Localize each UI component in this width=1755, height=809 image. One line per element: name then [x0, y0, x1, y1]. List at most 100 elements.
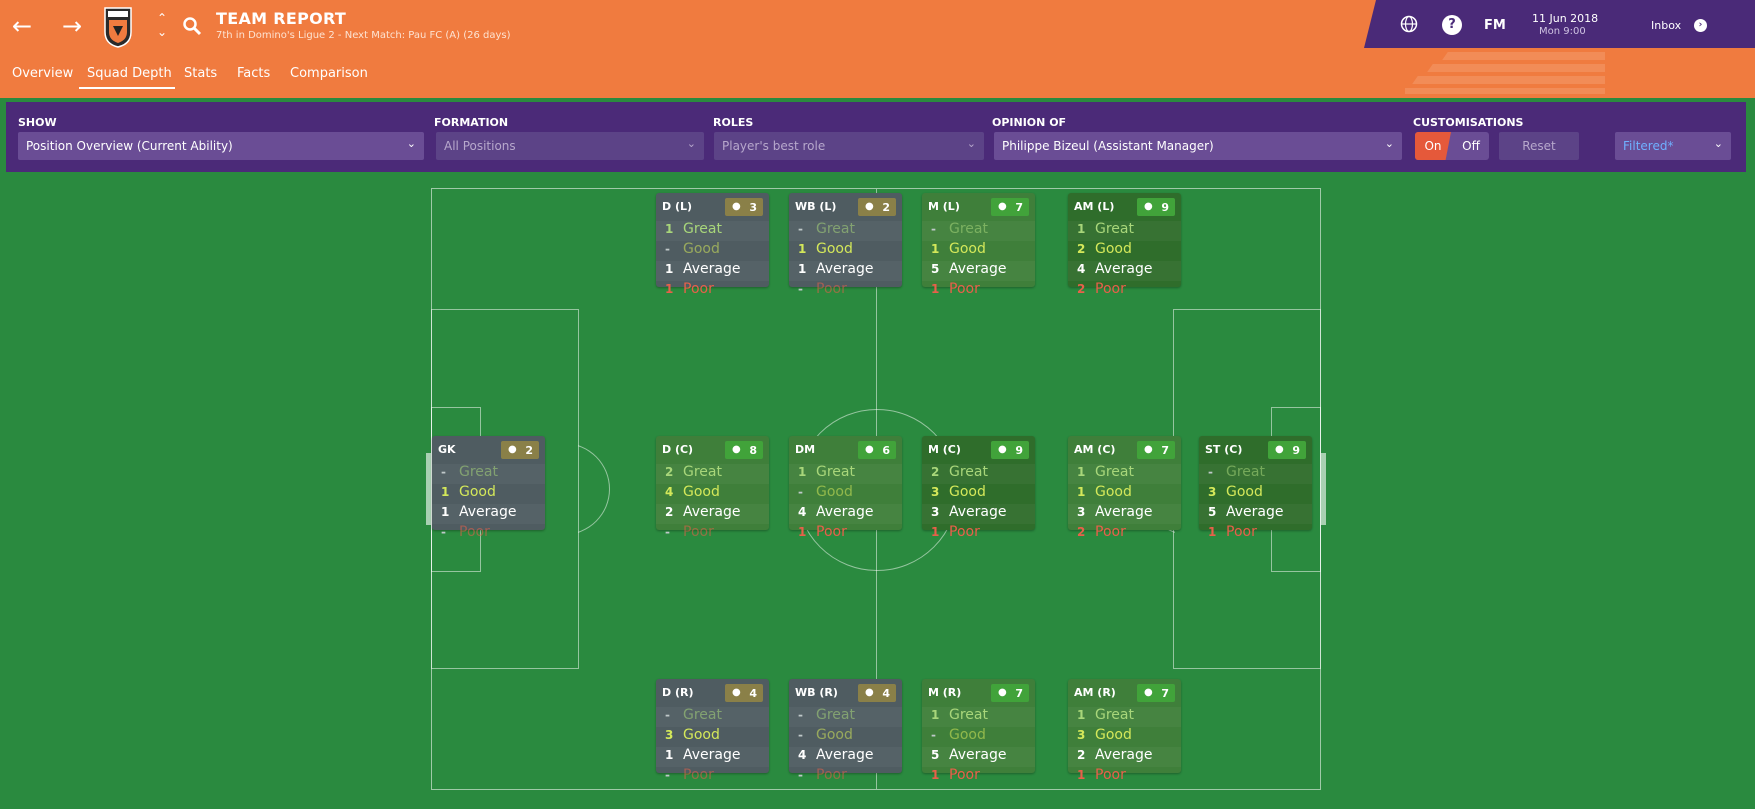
rating-row-good[interactable]: - Good — [656, 241, 769, 261]
rating-row-poor[interactable]: 1 Poor — [922, 767, 1035, 787]
rating-row-great[interactable]: - Great — [1199, 464, 1312, 484]
tab-overview[interactable]: Overview — [12, 66, 74, 81]
position-card-ml[interactable]: M (L) ● 7- Great 1 Good 5 Average 1 Poor — [922, 193, 1035, 297]
player-count-badge[interactable]: ● 7 — [1137, 684, 1175, 702]
globe-icon[interactable] — [1400, 15, 1418, 33]
rating-row-average[interactable]: 5 Average — [922, 261, 1035, 281]
opinion-dropdown[interactable]: Philippe Bizeul (Assistant Manager) ⌄ — [994, 132, 1402, 160]
rating-row-average[interactable]: 1 Average — [656, 747, 769, 767]
rating-row-poor[interactable]: - Poor — [656, 767, 769, 787]
rating-row-good[interactable]: 3 Good — [1199, 484, 1312, 504]
rating-row-average[interactable]: 4 Average — [789, 504, 902, 524]
rating-row-good[interactable]: 4 Good — [656, 484, 769, 504]
tab-squad-depth[interactable]: Squad Depth — [79, 66, 175, 89]
rating-row-poor[interactable]: 2 Poor — [1068, 281, 1181, 301]
filtered-dropdown[interactable]: Filtered* ⌄ — [1615, 132, 1731, 160]
rating-row-good[interactable]: 3 Good — [656, 727, 769, 747]
position-card-dr[interactable]: D (R) ● 4- Great 3 Good 1 Average - Poor — [656, 679, 769, 783]
rating-row-poor[interactable]: 1 Poor — [922, 524, 1035, 544]
rating-row-great[interactable]: 1 Great — [789, 464, 902, 484]
rating-row-good[interactable]: 3 Good — [1068, 727, 1181, 747]
continue-arrow-icon[interactable]: › — [1694, 19, 1707, 32]
rating-row-great[interactable]: 1 Great — [1068, 221, 1181, 241]
rating-row-good[interactable]: 1 Good — [1068, 484, 1181, 504]
formation-dropdown[interactable]: All Positions ⌄ — [436, 132, 704, 160]
position-card-dc[interactable]: D (C) ● 8 2 Great 4 Good 2 Average - Poor — [656, 436, 769, 540]
rating-row-great[interactable]: 1 Great — [656, 221, 769, 241]
rating-row-average[interactable]: 5 Average — [922, 747, 1035, 767]
rating-row-poor[interactable]: - Poor — [656, 524, 769, 544]
rating-row-good[interactable]: - Good — [922, 727, 1035, 747]
inbox-link[interactable]: Inbox — [1651, 19, 1682, 32]
player-count-badge[interactable]: ● 7 — [991, 684, 1029, 702]
customisations-toggle[interactable]: On Off — [1415, 132, 1489, 160]
fm-logo[interactable]: FM — [1484, 18, 1506, 33]
rating-row-great[interactable]: - Great — [656, 707, 769, 727]
back-arrow-icon[interactable]: ← — [12, 12, 33, 40]
rating-row-great[interactable]: - Great — [789, 221, 902, 241]
position-card-mr[interactable]: M (R) ● 7 1 Great - Good 5 Average 1 Poor — [922, 679, 1035, 783]
player-count-badge[interactable]: ● 8 — [725, 441, 763, 459]
rating-row-average[interactable]: 3 Average — [922, 504, 1035, 524]
rating-row-poor[interactable]: 1 Poor — [656, 281, 769, 301]
rating-row-average[interactable]: 1 Average — [789, 261, 902, 281]
rating-row-good[interactable]: 1 Good — [432, 484, 545, 504]
position-card-wbr[interactable]: WB (R) ● 4- Great - Good 4 Average - Poor — [789, 679, 902, 783]
rating-row-average[interactable]: 4 Average — [789, 747, 902, 767]
rating-row-poor[interactable]: - Poor — [789, 281, 902, 301]
position-card-mc[interactable]: M (C) ● 9 2 Great 3 Good 3 Average 1 Poor — [922, 436, 1035, 540]
player-count-badge[interactable]: ● 9 — [1137, 198, 1175, 216]
rating-row-great[interactable]: - Great — [789, 707, 902, 727]
position-card-dl[interactable]: D (L) ● 3 1 Great - Good 1 Average 1 Poor — [656, 193, 769, 297]
rating-row-poor[interactable]: 1 Poor — [789, 524, 902, 544]
position-card-amr[interactable]: AM (R) ● 7 1 Great 3 Good 2 Average 1 Poor — [1068, 679, 1181, 783]
tab-stats[interactable]: Stats — [184, 66, 218, 81]
rating-row-poor[interactable]: 2 Poor — [1068, 524, 1181, 544]
rating-row-poor[interactable]: - Poor — [789, 767, 902, 787]
player-count-badge[interactable]: ● 2 — [501, 441, 539, 459]
rating-row-great[interactable]: 2 Great — [656, 464, 769, 484]
rating-row-average[interactable]: 5 Average — [1199, 504, 1312, 524]
player-count-badge[interactable]: ● 7 — [991, 198, 1029, 216]
forward-arrow-icon[interactable]: → — [62, 12, 83, 40]
rating-row-great[interactable]: 2 Great — [922, 464, 1035, 484]
position-card-gk[interactable]: GK ● 2- Great 1 Good 1 Average - Poor — [432, 436, 545, 540]
position-card-amc[interactable]: AM (C) ● 7 1 Great 1 Good 3 Average 2 Poor — [1068, 436, 1181, 540]
rating-row-poor[interactable]: 1 Poor — [922, 281, 1035, 301]
position-card-aml[interactable]: AM (L) ● 9 1 Great 2 Good 4 Average 2 Poor — [1068, 193, 1181, 297]
search-icon[interactable] — [182, 16, 202, 36]
player-count-badge[interactable]: ● 7 — [1137, 441, 1175, 459]
rating-row-great[interactable]: 1 Great — [1068, 707, 1181, 727]
rating-row-average[interactable]: 1 Average — [432, 504, 545, 524]
tab-comparison[interactable]: Comparison — [290, 66, 368, 81]
position-card-stc[interactable]: ST (C) ● 9- Great 3 Good 5 Average 1 Poor — [1199, 436, 1312, 540]
club-crest-logo[interactable] — [103, 6, 133, 48]
rating-row-good[interactable]: 1 Good — [789, 241, 902, 261]
player-count-badge[interactable]: ● 2 — [858, 198, 896, 216]
tab-facts[interactable]: Facts — [237, 66, 271, 81]
player-count-badge[interactable]: ● 6 — [858, 441, 896, 459]
rating-row-average[interactable]: 1 Average — [656, 261, 769, 281]
rating-row-great[interactable]: - Great — [432, 464, 545, 484]
roles-dropdown[interactable]: Player's best role ⌄ — [714, 132, 984, 160]
chevron-down-icon[interactable]: ⌄ — [157, 25, 168, 39]
position-card-dm[interactable]: DM ● 6 1 Great - Good 4 Average 1 Poor — [789, 436, 902, 540]
player-count-badge[interactable]: ● 9 — [991, 441, 1029, 459]
rating-row-average[interactable]: 2 Average — [656, 504, 769, 524]
rating-row-good[interactable]: - Good — [789, 484, 902, 504]
player-count-badge[interactable]: ● 3 — [725, 198, 763, 216]
rating-row-average[interactable]: 4 Average — [1068, 261, 1181, 281]
player-count-badge[interactable]: ● 4 — [725, 684, 763, 702]
rating-row-poor[interactable]: - Poor — [432, 524, 545, 544]
player-count-badge[interactable]: ● 4 — [858, 684, 896, 702]
rating-row-great[interactable]: - Great — [922, 221, 1035, 241]
rating-row-great[interactable]: 1 Great — [1068, 464, 1181, 484]
rating-row-good[interactable]: - Good — [789, 727, 902, 747]
toggle-off[interactable]: Off — [1462, 139, 1480, 153]
rating-row-great[interactable]: 1 Great — [922, 707, 1035, 727]
rating-row-average[interactable]: 2 Average — [1068, 747, 1181, 767]
show-dropdown[interactable]: Position Overview (Current Ability) ⌄ — [18, 132, 424, 160]
player-count-badge[interactable]: ● 9 — [1268, 441, 1306, 459]
rating-row-poor[interactable]: 1 Poor — [1068, 767, 1181, 787]
toggle-on[interactable]: On — [1415, 132, 1451, 160]
